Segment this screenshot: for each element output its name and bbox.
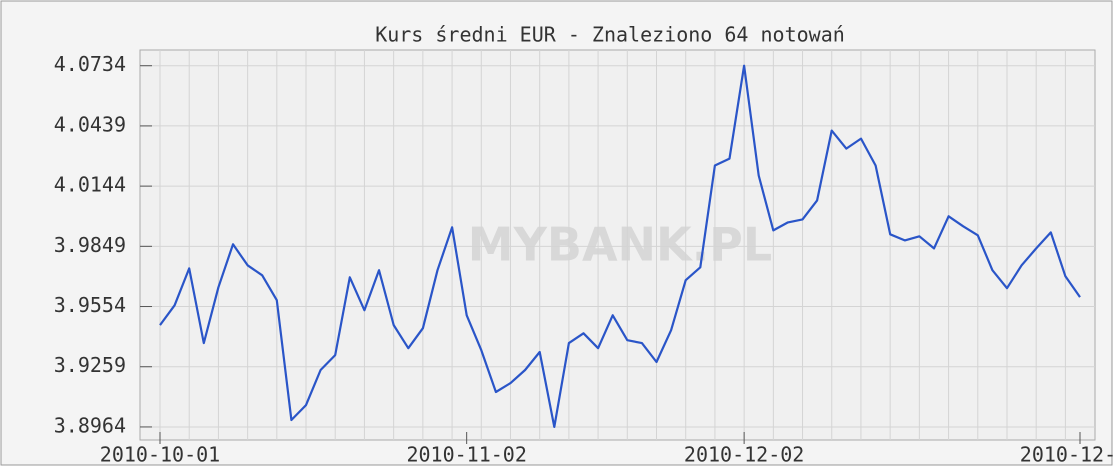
y-tick-label: 3.8964 bbox=[54, 413, 126, 437]
x-tick-label: 2010-10-01 bbox=[100, 443, 220, 466]
y-tick-label: 3.9554 bbox=[54, 293, 126, 317]
x-tick-label: 2010-11-02 bbox=[406, 443, 526, 466]
data-line bbox=[159, 64, 1081, 428]
y-tick-label: 3.9849 bbox=[54, 233, 126, 257]
y-tick-label: 3.9259 bbox=[54, 353, 126, 377]
y-tick-label: 4.0734 bbox=[54, 52, 126, 76]
x-tick-label: 2010-12-31 bbox=[1020, 443, 1113, 466]
watermark: MYBANK.PL bbox=[468, 218, 772, 272]
y-tick-label: 4.0439 bbox=[54, 112, 126, 136]
y-tick-label: 4.0144 bbox=[54, 173, 126, 197]
chart-title: Kurs średni EUR - Znaleziono 64 notowań bbox=[375, 23, 845, 47]
x-tick-label: 2010-12-02 bbox=[684, 443, 804, 466]
